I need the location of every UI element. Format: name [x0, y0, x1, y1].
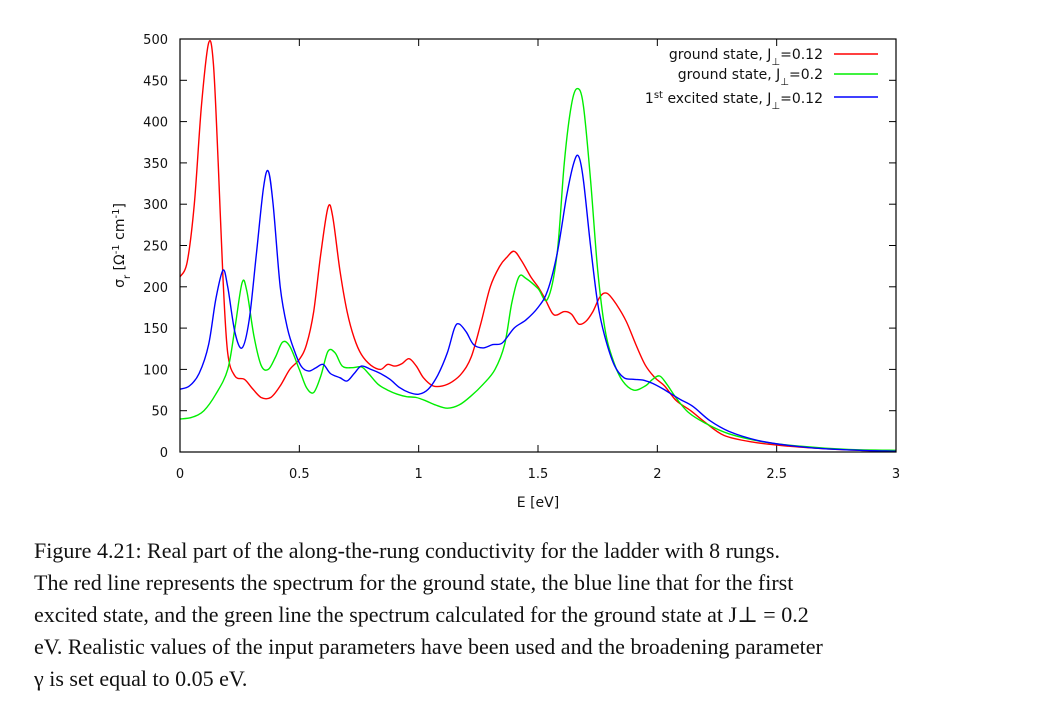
caption-line: The red line represents the spectrum for…: [34, 570, 794, 595]
y-tick-label: 400: [143, 116, 168, 131]
y-tick-label: 100: [143, 363, 168, 378]
legend: ground state, J⊥=0.12 ground state, J⊥=0…: [645, 47, 878, 112]
x-tick-label: 0.5: [289, 467, 310, 482]
y-axis-label: σr [Ω-1 cm-1]: [111, 203, 133, 288]
y-tick-label: 50: [151, 405, 168, 420]
x-tick-label: 2.5: [766, 467, 787, 482]
x-tick-label: 1: [415, 467, 423, 482]
caption-line: eV. Realistic values of the input parame…: [34, 634, 823, 659]
legend-label-ground-02: ground state, J⊥=0.2: [678, 67, 823, 88]
tick-labels: 0 0.5 1 1.5 2 2.5 3 0 50 100 150 200 250 300 350 400 450…: [143, 33, 900, 482]
legend-entry-ground-02: ground state, J⊥=0.2: [678, 67, 878, 88]
y-tick-label: 300: [143, 198, 168, 213]
plot-frame: [179, 38, 897, 453]
caption-line: Figure 4.21: Real part of the along-the-…: [34, 538, 780, 563]
x-tick-label: 3: [892, 467, 900, 482]
series-ground-state-02: [179, 87, 897, 451]
x-tick-label: 2: [653, 467, 661, 482]
y-tick-label: 350: [143, 157, 168, 172]
x-tick-label: 0: [176, 467, 184, 482]
series-ground-state-012: [179, 39, 897, 452]
caption-line: excited state, and the green line the sp…: [34, 602, 809, 627]
legend-label-ground-012: ground state, J⊥=0.12: [669, 47, 823, 68]
y-tick-label: 250: [143, 240, 168, 255]
x-tick-label: 1.5: [528, 467, 549, 482]
y-tick-label: 200: [143, 281, 168, 296]
series-curves: [179, 39, 897, 452]
y-tick-label: 0: [160, 446, 168, 461]
y-tick-label: 500: [143, 33, 168, 48]
legend-entry-excited-012: 1st excited state, J⊥=0.12: [645, 90, 878, 112]
legend-entry-ground-012: ground state, J⊥=0.12: [669, 47, 878, 68]
x-axis-label: E [eV]: [517, 495, 559, 511]
y-tick-label: 150: [143, 322, 168, 337]
caption-line: γ is set equal to 0.05 eV.: [34, 666, 248, 691]
legend-label-excited-012: 1st excited state, J⊥=0.12: [645, 90, 823, 112]
series-excited-state-012: [179, 154, 897, 452]
conductivity-chart: 0 0.5 1 1.5 2 2.5 3 0 50 100 150 200 250 300 350 400 450…: [111, 33, 901, 511]
y-tick-label: 450: [143, 74, 168, 89]
figure-caption: Figure 4.21: Real part of the along-the-…: [34, 535, 994, 695]
